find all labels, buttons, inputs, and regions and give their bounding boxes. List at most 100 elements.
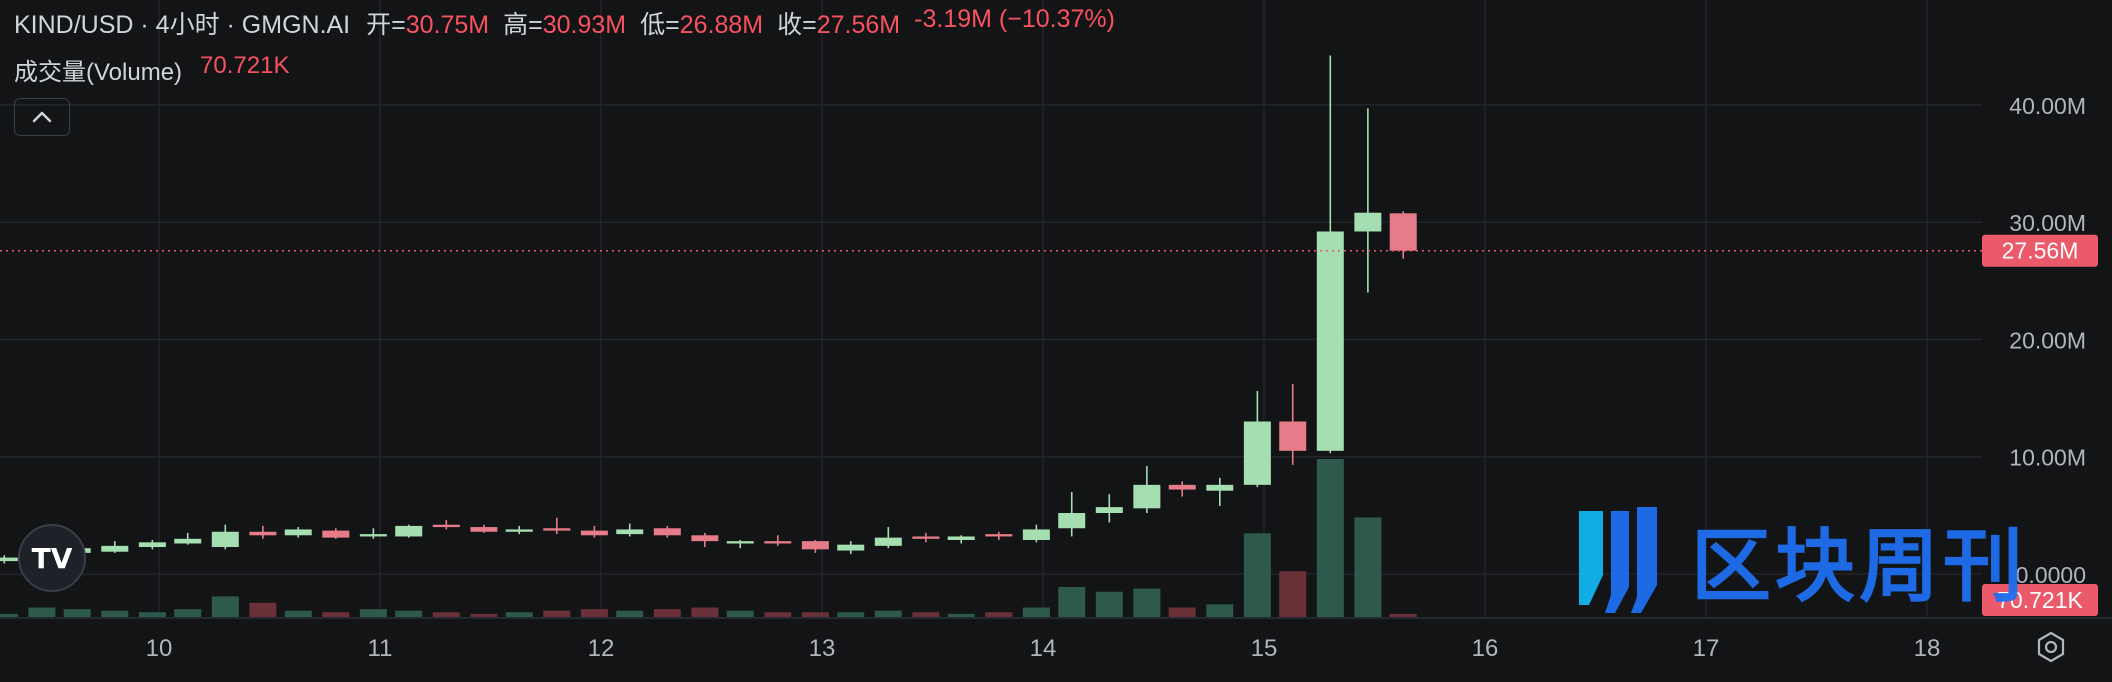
chevron-up-icon bbox=[32, 111, 52, 123]
candle-body bbox=[505, 529, 533, 532]
candle-body bbox=[138, 542, 166, 548]
x-axis-tick-label: 18 bbox=[1914, 635, 1941, 662]
volume-bar bbox=[1389, 613, 1417, 617]
last-price-tag-text: 27.56M bbox=[2002, 238, 2079, 264]
x-axis-tick-label: 11 bbox=[368, 635, 393, 662]
volume-bar bbox=[691, 607, 719, 617]
candle-body bbox=[284, 529, 312, 536]
volume-bar bbox=[1095, 591, 1123, 617]
x-axis-tick-label: 17 bbox=[1693, 635, 1720, 662]
volume-bar bbox=[1058, 586, 1086, 617]
volume-bar bbox=[947, 613, 975, 617]
candle-body bbox=[691, 535, 719, 542]
volume-bar bbox=[174, 609, 202, 617]
x-axis-tick-label: 15 bbox=[1251, 635, 1278, 662]
candle-body bbox=[211, 531, 239, 548]
chart-header: KIND/USD · 4小时 · GMGN.AI 开=30.75M 高=30.9… bbox=[14, 5, 1115, 41]
volume-bar bbox=[1022, 607, 1050, 617]
collapse-legend-button[interactable] bbox=[14, 98, 70, 136]
candle-body bbox=[726, 541, 754, 544]
volume-value: 70.721K bbox=[200, 52, 290, 79]
settings-gear-icon[interactable] bbox=[2034, 630, 2068, 664]
volume-bar bbox=[359, 609, 387, 617]
volume-bar bbox=[101, 610, 129, 617]
volume-bar bbox=[985, 612, 1013, 617]
candle-body bbox=[947, 536, 975, 540]
ohlc-values: 开=30.75M 高=30.93M 低=26.88M 收=27.56M -3.1… bbox=[366, 5, 1115, 41]
candle-body bbox=[1168, 484, 1196, 490]
candle-body bbox=[912, 536, 940, 539]
candle-body bbox=[322, 530, 350, 538]
y-axis-tick-label: 0.0000 bbox=[2016, 562, 2086, 588]
tradingview-logo-button[interactable]: TV bbox=[18, 524, 86, 592]
candle-body bbox=[1058, 513, 1086, 529]
candle-body bbox=[1354, 212, 1382, 232]
volume-bar bbox=[395, 610, 423, 617]
volume-bar bbox=[284, 610, 312, 617]
candle-body bbox=[1279, 421, 1307, 451]
candle-body bbox=[174, 538, 202, 544]
x-axis-tick-label: 13 bbox=[809, 635, 836, 662]
candle-body bbox=[653, 528, 681, 536]
candle-body bbox=[1389, 213, 1417, 251]
volume-bar bbox=[726, 610, 754, 617]
candle-body bbox=[985, 534, 1013, 537]
volume-bar bbox=[1243, 533, 1271, 617]
volume-bar bbox=[764, 612, 792, 617]
volume-bar bbox=[580, 609, 608, 617]
volume-bar bbox=[1279, 571, 1307, 617]
x-axis-tick-label: 16 bbox=[1472, 635, 1499, 662]
ohlc-low: 低=26.88M bbox=[640, 11, 764, 39]
volume-label: 成交量(Volume) bbox=[14, 59, 183, 86]
volume-bar bbox=[616, 610, 644, 617]
candle-body bbox=[837, 544, 865, 551]
volume-bar bbox=[0, 613, 18, 617]
ohlc-open: 开=30.75M bbox=[366, 11, 490, 39]
candle-body bbox=[874, 537, 902, 546]
price-change: -3.19M (−10.37%) bbox=[914, 5, 1115, 33]
watermark-text: 区块周刊 bbox=[1691, 520, 2027, 613]
candle-body bbox=[249, 531, 277, 536]
volume-bar bbox=[63, 609, 91, 617]
last-volume-tag: 70.721K bbox=[1982, 584, 2098, 616]
candle-body bbox=[1316, 231, 1344, 451]
candle-body bbox=[395, 525, 423, 537]
last-volume-tag-text: 70.721K bbox=[1997, 587, 2083, 613]
ohlc-close: 收=27.56M bbox=[777, 11, 901, 39]
volume-legend[interactable]: 成交量(Volume) 70.721K bbox=[14, 52, 289, 87]
candle-body bbox=[1206, 484, 1234, 491]
candle-body bbox=[1243, 421, 1271, 485]
y-axis-tick-label: 40.00M bbox=[2009, 93, 2086, 119]
candle-body bbox=[359, 534, 387, 537]
volume-bar bbox=[1206, 604, 1234, 617]
candle-body bbox=[1022, 529, 1050, 540]
volume-bar bbox=[1168, 607, 1196, 617]
volume-bar bbox=[505, 612, 533, 617]
y-axis-tick-label: 20.00M bbox=[2009, 327, 2086, 353]
volume-bar bbox=[322, 612, 350, 617]
candle-body bbox=[616, 529, 644, 535]
volume-bar bbox=[1354, 517, 1382, 617]
x-axis-tick-label: 10 bbox=[146, 635, 173, 662]
watermark: 区块周刊 bbox=[1575, 502, 2027, 618]
candle-body bbox=[101, 545, 129, 552]
x-axis-tick-label: 12 bbox=[588, 635, 615, 662]
volume-bar bbox=[801, 612, 829, 617]
volume-bar bbox=[874, 610, 902, 617]
volume-bar bbox=[543, 610, 571, 617]
volume-bar bbox=[432, 612, 460, 617]
candle-body bbox=[543, 528, 571, 531]
tradingview-logo-icon: TV bbox=[31, 541, 73, 575]
candle-body bbox=[0, 557, 18, 562]
volume-bar bbox=[28, 607, 56, 617]
y-axis-tick-label: 30.00M bbox=[2009, 210, 2086, 236]
ohlc-high: 高=30.93M bbox=[503, 11, 627, 39]
candle-body bbox=[580, 530, 608, 536]
y-axis-tick-label: 10.00M bbox=[2009, 445, 2086, 471]
volume-bar bbox=[211, 596, 239, 617]
volume-bar bbox=[1316, 459, 1344, 617]
volume-bar bbox=[470, 613, 498, 617]
volume-bar bbox=[912, 612, 940, 617]
symbol-title[interactable]: KIND/USD · 4小时 · GMGN.AI bbox=[14, 11, 351, 39]
